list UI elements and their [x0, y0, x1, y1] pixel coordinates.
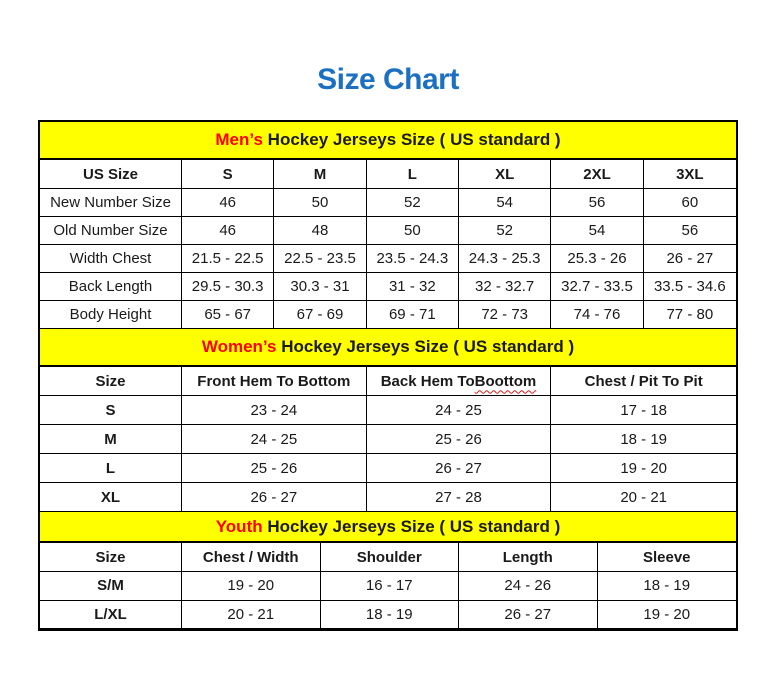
- row-label-s: S: [40, 396, 182, 425]
- value-cell: 25.3 - 26: [551, 245, 644, 273]
- column-header-front-hem-to-bottom: Front Hem To Bottom: [182, 367, 367, 396]
- value-cell: 16 - 17: [320, 572, 459, 601]
- section-title-highlight: Youth: [215, 516, 263, 536]
- value-cell: 23.5 - 24.3: [366, 245, 459, 273]
- value-cell: 22.5 - 23.5: [274, 245, 367, 273]
- value-cell: 77 - 80: [643, 301, 736, 329]
- value-cell: 18 - 19: [320, 600, 459, 629]
- value-cell: 74 - 76: [551, 301, 644, 329]
- row-label-l: L: [40, 454, 182, 483]
- value-cell: 72 - 73: [459, 301, 552, 329]
- row-label-back-length: Back Length: [40, 273, 182, 301]
- column-header-s: S: [182, 160, 275, 189]
- value-cell: 29.5 - 30.3: [182, 273, 275, 301]
- value-cell: 24 - 25: [366, 396, 552, 425]
- column-header-length: Length: [459, 543, 598, 572]
- column-header-3xl: 3XL: [643, 160, 736, 189]
- page-title: Size Chart: [317, 63, 459, 96]
- value-cell: 67 - 69: [274, 301, 367, 329]
- value-cell: 19 - 20: [551, 454, 736, 483]
- value-cell: 52: [366, 189, 459, 217]
- column-header-sleeve: Sleeve: [597, 543, 736, 572]
- value-cell: 24 - 25: [182, 425, 367, 454]
- mens-section-title-band: Men’s Hockey Jerseys Size ( US standard …: [40, 122, 736, 160]
- value-cell: 19 - 20: [182, 572, 321, 601]
- column-header-xl: XL: [459, 160, 552, 189]
- youth-grid: Size Chest / Width Shoulder Length Sleeve S/M…: [40, 543, 736, 629]
- section-title-text: Hockey Jerseys Size ( US standard ): [262, 516, 561, 536]
- value-cell: 20 - 21: [182, 600, 321, 629]
- section-title-highlight: Men’s: [215, 130, 263, 149]
- value-cell: 32 - 32.7: [459, 273, 552, 301]
- column-header-shoulder: Shoulder: [320, 543, 459, 572]
- row-label-new-number-size: New Number Size: [40, 189, 182, 217]
- value-cell: 19 - 20: [597, 600, 736, 629]
- womens-grid: Size Front Hem To Bottom Back Hem To Boott…: [40, 367, 736, 512]
- value-cell: 60: [643, 189, 736, 217]
- value-cell: 25 - 26: [182, 454, 367, 483]
- value-cell: 25 - 26: [366, 425, 552, 454]
- column-header-back-hem-to-boottom: Back Hem To Boottom: [366, 367, 552, 396]
- row-label-body-height: Body Height: [40, 301, 182, 329]
- womens-size-table: Women’s Hockey Jerseys Size ( US standar…: [40, 329, 736, 512]
- column-header-size: Size: [40, 543, 182, 572]
- value-cell: 24.3 - 25.3: [459, 245, 552, 273]
- value-cell: 20 - 21: [551, 483, 736, 512]
- section-title-text: Hockey Jerseys Size ( US standard ): [276, 337, 575, 356]
- value-cell: 21.5 - 22.5: [182, 245, 275, 273]
- value-cell: 23 - 24: [182, 396, 367, 425]
- value-cell: 24 - 26: [459, 572, 598, 601]
- column-header-chest-width: Chest / Width: [182, 543, 321, 572]
- value-cell: 26 - 27: [182, 483, 367, 512]
- value-cell: 56: [643, 217, 736, 245]
- row-label-width-chest: Width Chest: [40, 245, 182, 273]
- section-title-highlight: Women’s: [201, 337, 277, 356]
- value-cell: 27 - 28: [366, 483, 552, 512]
- column-header-2xl: 2XL: [551, 160, 644, 189]
- column-header-us-size: US Size: [40, 160, 182, 189]
- value-cell: 26 - 27: [643, 245, 736, 273]
- value-cell: 17 - 18: [551, 396, 736, 425]
- youth-size-table: Youth Hockey Jerseys Size ( US standard …: [40, 512, 736, 629]
- value-cell: 54: [459, 189, 552, 217]
- value-cell: 56: [551, 189, 644, 217]
- value-cell: 26 - 27: [459, 600, 598, 629]
- value-cell: 50: [274, 189, 367, 217]
- size-chart-tables: Men’s Hockey Jerseys Size ( US standard …: [38, 120, 738, 631]
- row-label-xl: XL: [40, 483, 182, 512]
- value-cell: 65 - 67: [182, 301, 275, 329]
- section-title-text: Hockey Jerseys Size ( US standard ): [262, 130, 561, 149]
- column-header-size: Size: [40, 367, 182, 396]
- value-cell: 18 - 19: [551, 425, 736, 454]
- value-cell: 31 - 32: [366, 273, 459, 301]
- column-header-l: L: [366, 160, 459, 189]
- row-label-old-number-size: Old Number Size: [40, 217, 182, 245]
- value-cell: 50: [366, 217, 459, 245]
- value-cell: 30.3 - 31: [274, 273, 367, 301]
- value-cell: 32.7 - 33.5: [551, 273, 644, 301]
- youth-section-title-band: Youth Hockey Jerseys Size ( US standard …: [40, 512, 736, 543]
- column-header-chest-pit-to-pit: Chest / Pit To Pit: [551, 367, 736, 396]
- value-cell: 18 - 19: [597, 572, 736, 601]
- column-header-m: M: [274, 160, 367, 189]
- row-label-s-m: S/M: [40, 572, 182, 601]
- value-cell: 26 - 27: [366, 454, 552, 483]
- value-cell: 48: [274, 217, 367, 245]
- value-cell: 52: [459, 217, 552, 245]
- value-cell: 69 - 71: [366, 301, 459, 329]
- mens-grid: US Size S M L XL 2XL 3XL New Number Size 46 50 52 5…: [40, 160, 736, 329]
- value-cell: 46: [182, 189, 275, 217]
- misspelled-word: Boottom: [474, 372, 537, 390]
- womens-section-title-band: Women’s Hockey Jerseys Size ( US standar…: [40, 329, 736, 367]
- value-cell: 54: [551, 217, 644, 245]
- mens-size-table: Men’s Hockey Jerseys Size ( US standard …: [40, 122, 736, 329]
- value-cell: 33.5 - 34.6: [643, 273, 736, 301]
- value-cell: 46: [182, 217, 275, 245]
- row-label-l-xl: L/XL: [40, 600, 182, 629]
- row-label-m: M: [40, 425, 182, 454]
